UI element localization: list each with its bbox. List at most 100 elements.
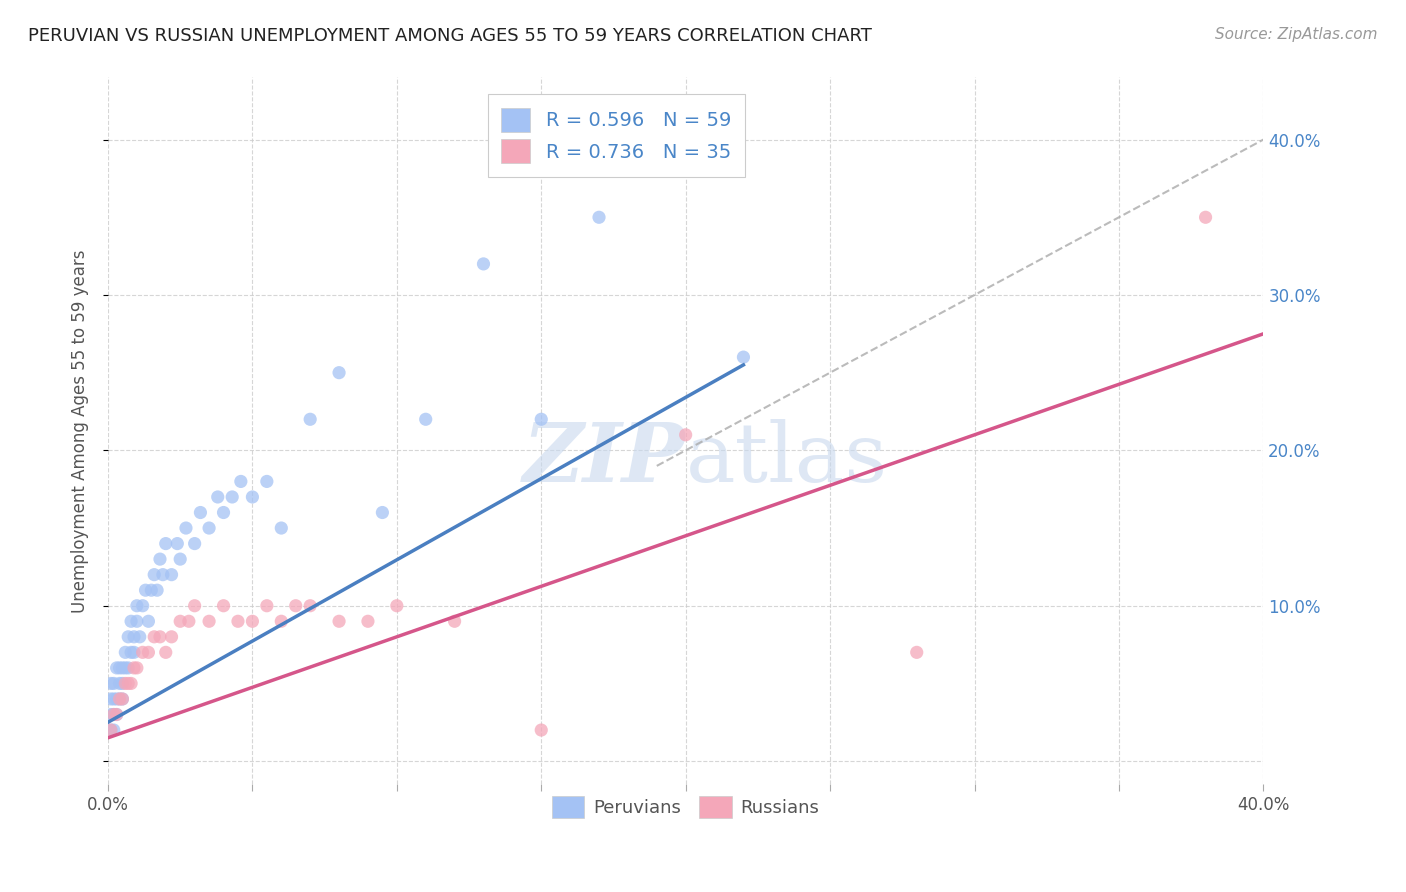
Point — [226, 614, 249, 628]
Point — [100, 692, 122, 706]
Point — [328, 614, 350, 628]
Point — [131, 599, 153, 613]
Point — [415, 412, 437, 426]
Point — [328, 366, 350, 380]
Text: ZIP: ZIP — [523, 419, 686, 500]
Point — [103, 676, 125, 690]
Point — [108, 692, 131, 706]
Point — [103, 707, 125, 722]
Point — [103, 723, 125, 737]
Point — [149, 552, 172, 566]
Point — [120, 614, 142, 628]
Point — [103, 692, 125, 706]
Point — [105, 707, 128, 722]
Point — [111, 692, 134, 706]
Point — [103, 707, 125, 722]
Point — [270, 521, 292, 535]
Point — [371, 506, 394, 520]
Point — [100, 723, 122, 737]
Point — [733, 350, 755, 364]
Point — [190, 506, 212, 520]
Point — [155, 645, 177, 659]
Point — [198, 614, 221, 628]
Point — [207, 490, 229, 504]
Point — [125, 614, 148, 628]
Point — [174, 521, 197, 535]
Point — [122, 645, 145, 659]
Point — [299, 412, 322, 426]
Point — [138, 614, 160, 628]
Point — [183, 599, 205, 613]
Legend: Peruvians, Russians: Peruvians, Russians — [544, 789, 827, 825]
Point — [229, 475, 252, 489]
Point — [111, 661, 134, 675]
Point — [1194, 211, 1216, 225]
Point — [284, 599, 307, 613]
Point — [125, 599, 148, 613]
Point — [141, 583, 163, 598]
Point — [128, 630, 150, 644]
Point — [135, 583, 157, 598]
Point — [905, 645, 928, 659]
Point — [443, 614, 465, 628]
Point — [198, 521, 221, 535]
Text: PERUVIAN VS RUSSIAN UNEMPLOYMENT AMONG AGES 55 TO 59 YEARS CORRELATION CHART: PERUVIAN VS RUSSIAN UNEMPLOYMENT AMONG A… — [28, 27, 872, 45]
Point — [183, 536, 205, 550]
Point — [242, 490, 264, 504]
Point — [143, 630, 166, 644]
Point — [138, 645, 160, 659]
Point — [105, 661, 128, 675]
Point — [169, 552, 191, 566]
Point — [212, 599, 235, 613]
Point — [114, 661, 136, 675]
Point — [160, 567, 183, 582]
Point — [530, 723, 553, 737]
Point — [122, 661, 145, 675]
Point — [177, 614, 200, 628]
Point — [270, 614, 292, 628]
Point — [143, 567, 166, 582]
Y-axis label: Unemployment Among Ages 55 to 59 years: Unemployment Among Ages 55 to 59 years — [72, 249, 89, 613]
Point — [169, 614, 191, 628]
Point — [108, 692, 131, 706]
Point — [111, 692, 134, 706]
Text: Source: ZipAtlas.com: Source: ZipAtlas.com — [1215, 27, 1378, 42]
Point — [242, 614, 264, 628]
Point — [114, 645, 136, 659]
Point — [149, 630, 172, 644]
Point — [100, 723, 122, 737]
Point — [108, 676, 131, 690]
Point — [100, 676, 122, 690]
Point — [105, 707, 128, 722]
Point — [105, 692, 128, 706]
Point — [530, 412, 553, 426]
Point — [588, 211, 610, 225]
Point — [122, 630, 145, 644]
Point — [160, 630, 183, 644]
Point — [472, 257, 495, 271]
Point — [114, 676, 136, 690]
Point — [675, 427, 697, 442]
Point — [100, 707, 122, 722]
Point — [120, 645, 142, 659]
Point — [385, 599, 408, 613]
Point — [117, 630, 139, 644]
Point — [108, 661, 131, 675]
Point — [117, 676, 139, 690]
Point — [125, 661, 148, 675]
Point — [117, 661, 139, 675]
Text: atlas: atlas — [686, 419, 887, 500]
Point — [357, 614, 380, 628]
Point — [166, 536, 188, 550]
Point — [212, 506, 235, 520]
Point — [152, 567, 174, 582]
Point — [131, 645, 153, 659]
Point — [155, 536, 177, 550]
Point — [146, 583, 169, 598]
Point — [256, 599, 278, 613]
Point — [256, 475, 278, 489]
Point — [120, 676, 142, 690]
Point — [299, 599, 322, 613]
Point — [111, 676, 134, 690]
Point — [221, 490, 243, 504]
